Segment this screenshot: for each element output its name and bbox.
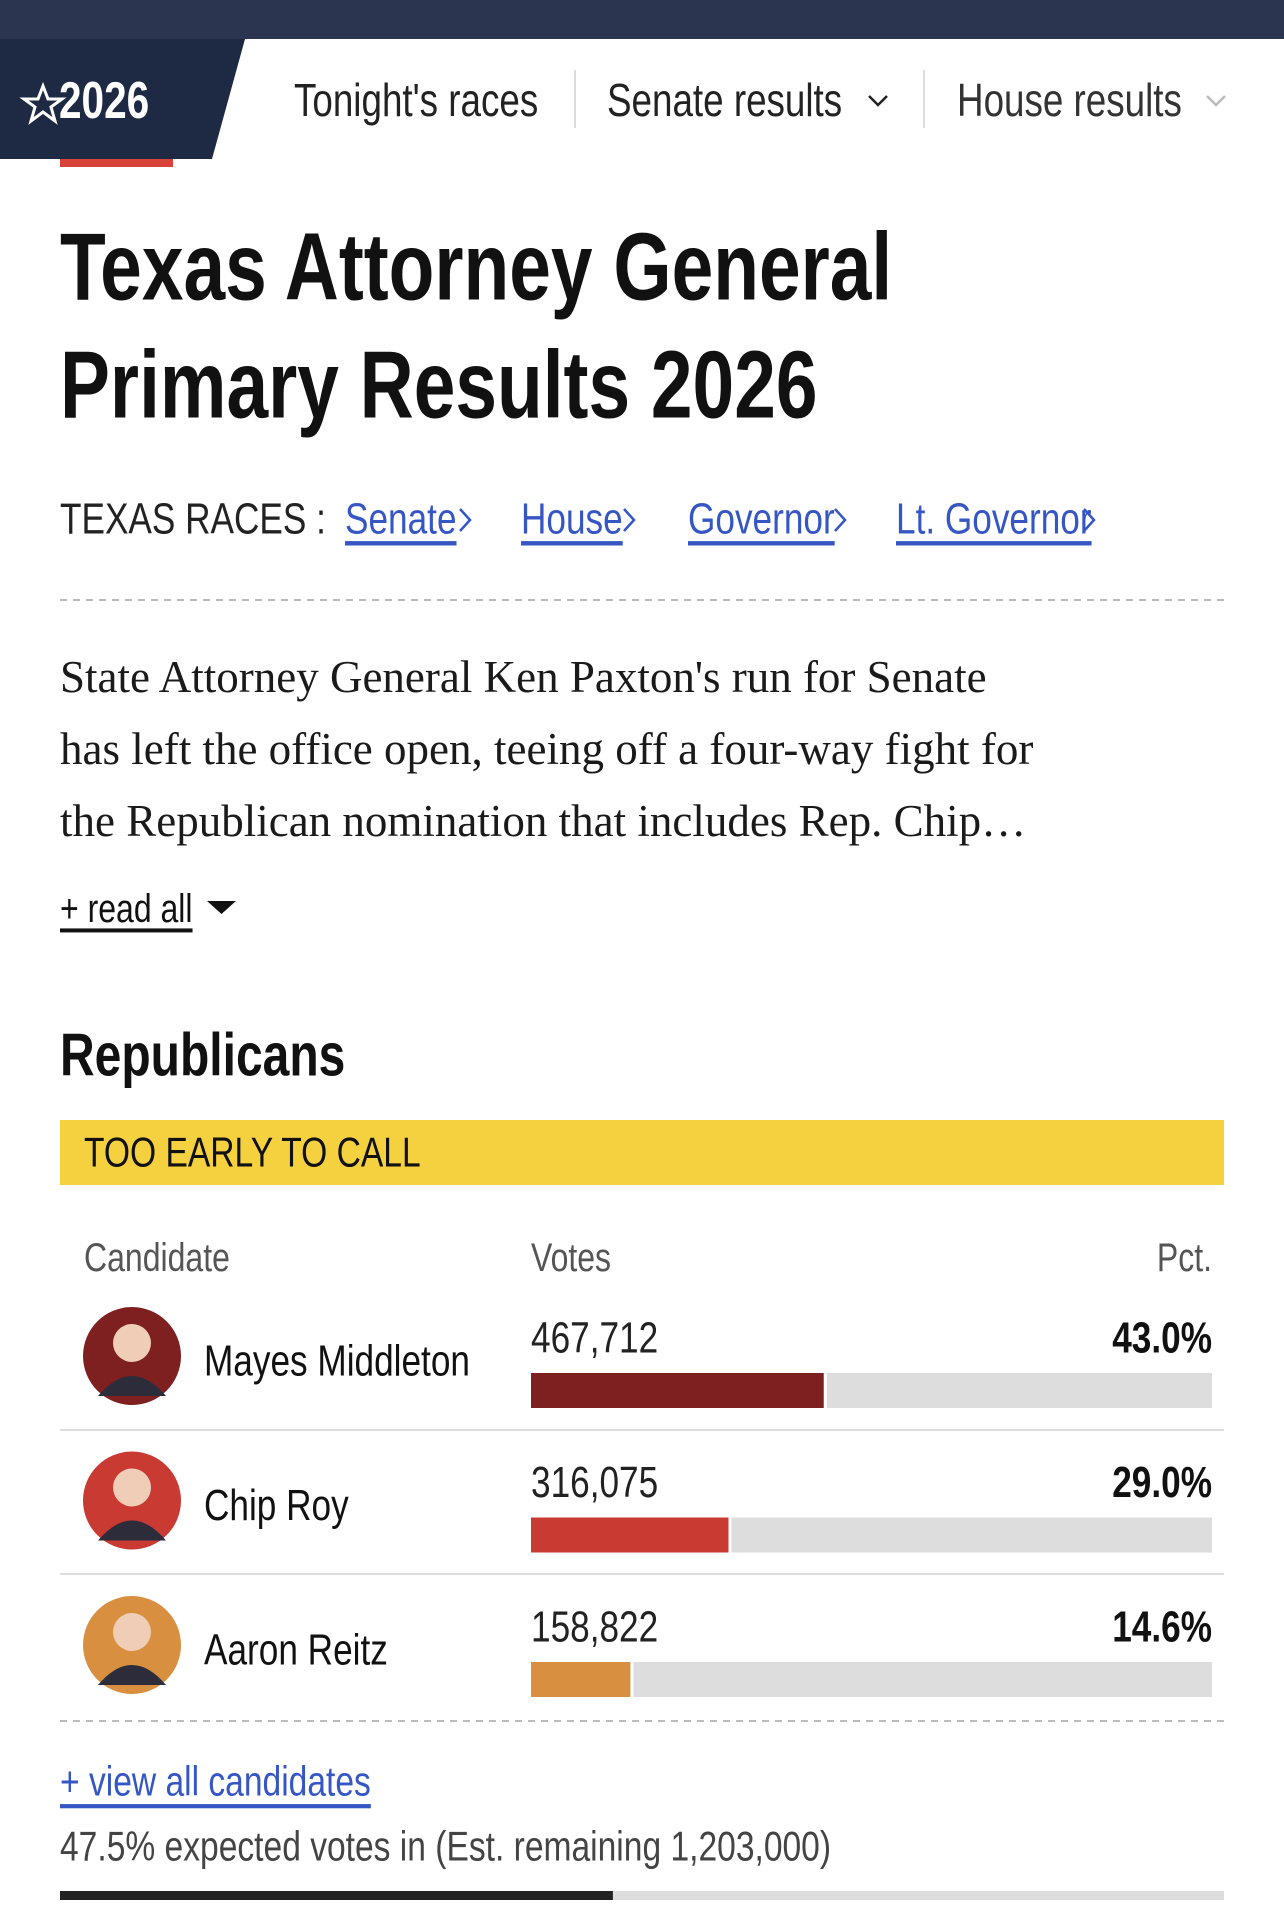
logo-star <box>19 81 67 125</box>
race-link[interactable]: Governor <box>688 495 835 544</box>
column-header: Candidate <box>84 1234 230 1279</box>
page-title: Texas Attorney General <box>60 213 892 320</box>
chevron-right[interactable] <box>834 508 847 532</box>
avatar-body <box>98 1376 166 1396</box>
active-indicator <box>60 159 173 167</box>
nav-item[interactable]: Senate results <box>607 74 842 126</box>
candidate-name[interactable]: Mayes Middleton <box>204 1337 470 1386</box>
vote-count: 316,075 <box>531 1458 658 1507</box>
nav-item[interactable]: House results <box>957 74 1182 126</box>
chevron-down <box>868 95 888 107</box>
chevron-right[interactable] <box>459 508 472 532</box>
reporting-bar <box>60 1891 613 1900</box>
vote-count: 158,822 <box>531 1603 658 1652</box>
race-link[interactable]: House <box>521 495 623 544</box>
nav-item[interactable]: Tonight's races <box>294 74 538 126</box>
vote-pct: 14.6% <box>1112 1603 1212 1652</box>
vote-pct: 29.0% <box>1112 1458 1212 1507</box>
chevron-right[interactable] <box>1083 508 1096 532</box>
description-line: State Attorney General Ken Paxton's run … <box>60 652 987 702</box>
race-link[interactable]: Lt. Governor <box>896 495 1092 544</box>
vote-bar <box>531 1517 729 1553</box>
race-link[interactable]: Senate <box>345 495 457 544</box>
avatar-head <box>113 1324 151 1362</box>
section-title: Republicans <box>60 1021 345 1088</box>
vote-bar <box>531 1373 824 1408</box>
bar-gap <box>823 1373 827 1408</box>
vote-count: 467,712 <box>531 1314 658 1363</box>
chevron-right[interactable] <box>623 508 636 532</box>
reporting-track <box>60 1891 1224 1900</box>
logo-block[interactable] <box>0 39 245 159</box>
vote-bar <box>531 1662 631 1697</box>
status-label: TOO EARLY TO CALL <box>84 1130 421 1176</box>
bar-gap <box>728 1517 732 1553</box>
avatar-head <box>113 1468 151 1507</box>
logo-text[interactable]: 2026 <box>59 71 149 129</box>
page-title: Primary Results 2026 <box>60 331 817 438</box>
candidate-name[interactable]: Aaron Reitz <box>204 1626 388 1675</box>
status-band <box>60 1120 1224 1185</box>
chevron-down <box>1206 95 1226 107</box>
avatar-body <box>98 1665 166 1685</box>
candidate-name[interactable]: Chip Roy <box>204 1481 349 1530</box>
vote-pct: 43.0% <box>1112 1314 1212 1363</box>
description-line: the Republican nomination that includes … <box>60 796 1026 846</box>
avatar-head <box>113 1613 151 1651</box>
reporting-text: 47.5% expected votes in (Est. remaining … <box>60 1824 831 1870</box>
read-all[interactable]: + read all <box>60 885 193 930</box>
bar-gap <box>630 1662 634 1697</box>
view-all-link[interactable]: + view all candidates <box>60 1759 371 1805</box>
expand-arrow[interactable] <box>207 901 236 914</box>
content: 2026 Tonight's races Senate results House r… <box>59 71 1224 1900</box>
races-label: TEXAS RACES : <box>60 495 326 544</box>
column-header: Pct. <box>1157 1234 1212 1279</box>
top-strip <box>0 0 1284 39</box>
column-header: Votes <box>531 1234 611 1279</box>
description-line: has left the office open, teeing off a f… <box>60 724 1033 774</box>
bar-track <box>531 1662 1212 1697</box>
avatar-body <box>98 1520 166 1541</box>
